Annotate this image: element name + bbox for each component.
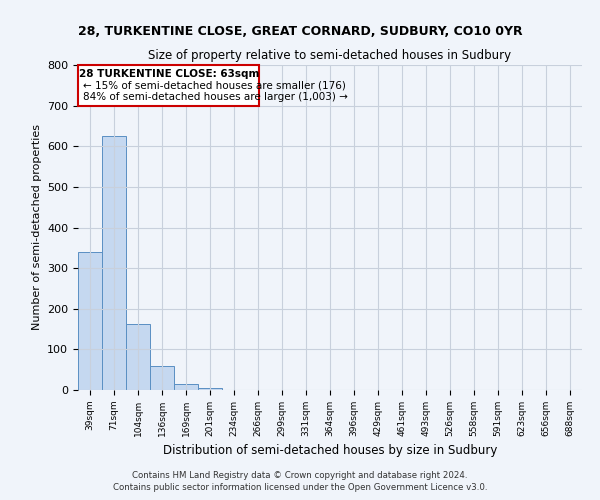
Text: Contains HM Land Registry data © Crown copyright and database right 2024.: Contains HM Land Registry data © Crown c… bbox=[132, 471, 468, 480]
Y-axis label: Number of semi-detached properties: Number of semi-detached properties bbox=[32, 124, 41, 330]
Bar bbox=[126, 324, 150, 390]
Text: 28, TURKENTINE CLOSE, GREAT CORNARD, SUDBURY, CO10 0YR: 28, TURKENTINE CLOSE, GREAT CORNARD, SUD… bbox=[77, 25, 523, 38]
Bar bbox=[150, 366, 174, 390]
Text: 84% of semi-detached houses are larger (1,003) →: 84% of semi-detached houses are larger (… bbox=[83, 92, 347, 102]
Bar bbox=[102, 136, 126, 390]
Bar bbox=[174, 384, 198, 390]
Title: Size of property relative to semi-detached houses in Sudbury: Size of property relative to semi-detach… bbox=[148, 50, 512, 62]
X-axis label: Distribution of semi-detached houses by size in Sudbury: Distribution of semi-detached houses by … bbox=[163, 444, 497, 458]
Text: ← 15% of semi-detached houses are smaller (176): ← 15% of semi-detached houses are smalle… bbox=[83, 81, 346, 91]
Bar bbox=[198, 388, 222, 390]
Bar bbox=[78, 252, 102, 390]
Text: 28 TURKENTINE CLOSE: 63sqm: 28 TURKENTINE CLOSE: 63sqm bbox=[79, 69, 259, 79]
Text: Contains public sector information licensed under the Open Government Licence v3: Contains public sector information licen… bbox=[113, 484, 487, 492]
